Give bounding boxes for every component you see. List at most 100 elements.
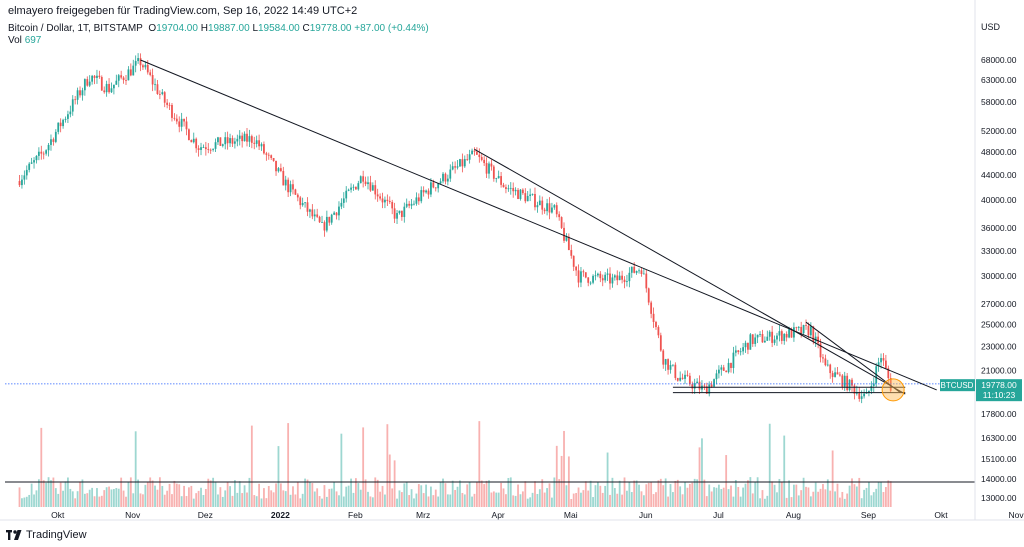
volume-bar xyxy=(877,482,880,507)
candle-body xyxy=(681,377,684,379)
price-tick-label: 48000.00 xyxy=(981,147,1017,157)
candle-body xyxy=(555,205,558,215)
volume-bar xyxy=(221,496,224,507)
candle-body xyxy=(42,153,45,155)
volume-bar xyxy=(684,482,686,507)
volume-bar xyxy=(778,478,781,507)
volume-bar xyxy=(335,491,338,507)
volume-bar xyxy=(151,480,154,507)
candle-body xyxy=(514,189,517,192)
candle-body xyxy=(747,342,749,350)
candle-body xyxy=(117,75,120,81)
volume-bar xyxy=(616,493,619,507)
candle-body xyxy=(83,79,86,91)
candle-body xyxy=(812,326,815,342)
volume-bar xyxy=(434,489,437,507)
candle-body xyxy=(64,118,67,120)
candle-body xyxy=(841,375,844,387)
volume-bar xyxy=(696,479,699,507)
candle-body xyxy=(219,137,222,146)
candle-body xyxy=(476,151,478,155)
volume-bar xyxy=(282,490,285,507)
candle-body xyxy=(638,270,640,272)
candle-body xyxy=(703,385,706,387)
volume-bar xyxy=(33,494,35,507)
candle-body xyxy=(151,75,154,85)
candle-body xyxy=(633,266,636,273)
highlight-circle[interactable] xyxy=(881,378,905,402)
time-tick-label: Apr xyxy=(492,510,505,520)
candle-body xyxy=(323,222,326,231)
candle-body xyxy=(446,178,449,182)
time-tick-label: Jun xyxy=(639,510,653,520)
candle-body xyxy=(836,372,839,375)
volume-bar xyxy=(669,484,672,507)
volume-bar xyxy=(296,482,299,507)
volume-bar xyxy=(279,483,282,507)
candle-body xyxy=(120,75,123,78)
candle-body xyxy=(217,137,219,143)
price-tick-label: 13000.00 xyxy=(981,493,1017,503)
candle-body xyxy=(531,193,534,195)
candle-body xyxy=(246,133,248,142)
candle-body xyxy=(698,381,701,390)
candle-body xyxy=(659,335,662,351)
candle-body xyxy=(546,203,548,212)
candle-body xyxy=(718,369,720,374)
volume-bar xyxy=(163,494,166,507)
trend-line[interactable] xyxy=(805,321,901,394)
candle-body xyxy=(780,331,783,341)
candle-body xyxy=(207,149,210,150)
candle-body xyxy=(613,275,616,278)
candle-body xyxy=(793,327,795,338)
volume-bar xyxy=(705,496,708,507)
volume-bar xyxy=(463,494,466,507)
volume-bar xyxy=(355,478,357,507)
candle-body xyxy=(589,282,592,284)
volume-bar xyxy=(582,490,585,507)
candle-body xyxy=(882,358,885,361)
volume-bar xyxy=(67,477,69,507)
volume-bar xyxy=(846,493,849,507)
candle-body xyxy=(742,347,744,352)
volume-bar xyxy=(243,485,246,507)
candle-body xyxy=(241,135,244,142)
candle-body xyxy=(834,372,836,377)
volume-bar xyxy=(86,493,89,507)
volume-bar xyxy=(853,484,856,507)
trend-line[interactable] xyxy=(140,59,937,391)
candle-body xyxy=(168,104,171,106)
trend-line[interactable] xyxy=(474,148,906,395)
price-tick-label: 23000.00 xyxy=(981,341,1017,351)
candle-body xyxy=(347,189,350,191)
volume-bar xyxy=(175,483,178,507)
candle-body xyxy=(294,189,297,195)
volume-bar xyxy=(626,490,628,507)
candle-body xyxy=(880,358,882,363)
candle-body xyxy=(710,384,713,387)
volume-bar xyxy=(255,496,258,507)
candle-body xyxy=(584,272,587,278)
candle-body xyxy=(463,159,466,167)
volume-bar xyxy=(865,487,868,507)
volume-bar xyxy=(592,497,594,507)
volume-bar xyxy=(388,454,391,507)
volume-bar xyxy=(814,482,817,507)
candle-body xyxy=(175,118,178,122)
candle-body xyxy=(829,364,832,374)
volume-bar xyxy=(594,485,597,507)
volume-bar xyxy=(868,481,870,507)
volume-bar xyxy=(756,477,759,507)
candle-body xyxy=(647,288,650,303)
candle-body xyxy=(800,326,803,334)
volume-bar xyxy=(200,487,202,507)
volume-bar xyxy=(437,496,440,507)
candle-body xyxy=(720,367,723,370)
volume-bar xyxy=(657,480,660,507)
volume-bar xyxy=(553,477,556,507)
volume-bar xyxy=(698,447,701,507)
symbol-title[interactable]: Bitcoin / Dollar, 1T, BITSTAMP xyxy=(8,23,143,34)
price-tag-value: 19778.00 xyxy=(981,380,1017,390)
volume-bar xyxy=(548,483,551,507)
